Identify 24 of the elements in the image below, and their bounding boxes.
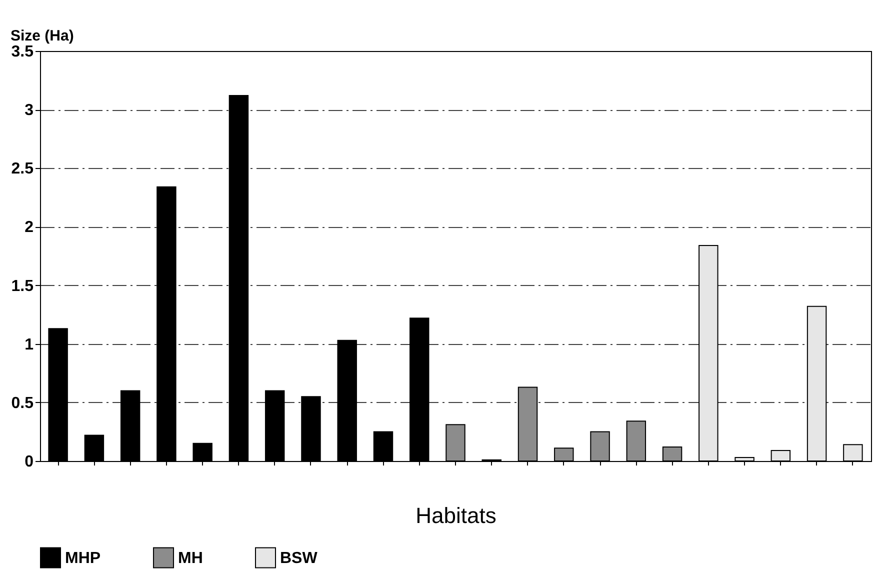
bar [770,450,791,462]
y-tick-label: 1.5 [11,278,34,295]
bar [373,431,394,462]
legend-label: MH [178,550,203,567]
legend-label: MHP [65,550,101,567]
y-tick-label: 2 [24,219,34,236]
y-tick-label: 3 [24,102,34,120]
y-tick-label: 1 [24,336,34,354]
bar [843,444,863,462]
legend-label: BSW [280,550,318,567]
y-tick-label: 0 [24,454,34,470]
y-tick-label: 3.5 [11,44,34,60]
y-tick-label: 2.5 [11,160,34,178]
bar [446,424,466,462]
bar [84,434,104,462]
bar [590,431,610,462]
y-axis-title: Size (Ha) [10,28,74,44]
bar [626,420,646,462]
x-axis-title: Habitats [416,503,496,528]
y-tick-label: 0.5 [11,394,34,412]
bar [192,442,212,462]
bar [554,448,574,462]
bar [734,456,754,462]
bar [662,446,682,462]
